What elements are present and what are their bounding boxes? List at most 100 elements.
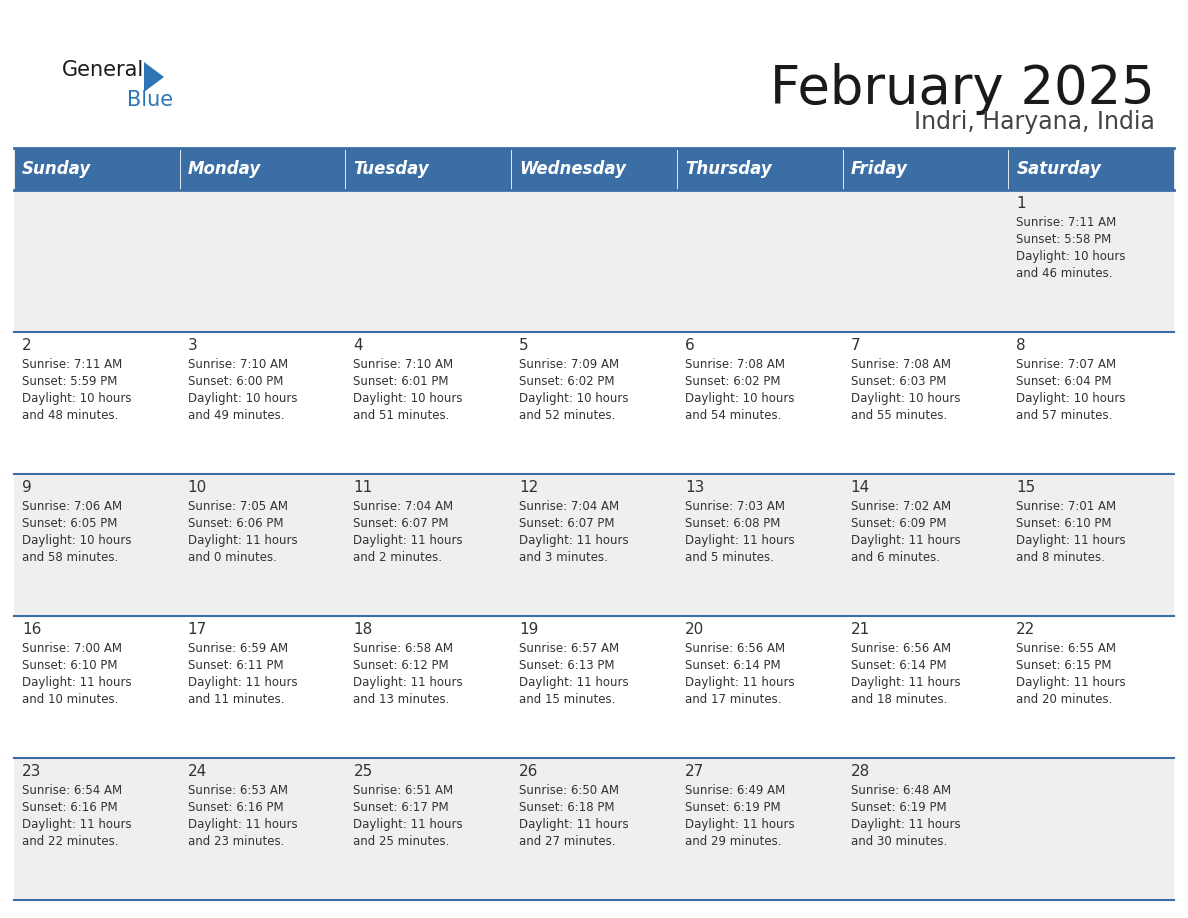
Text: Daylight: 11 hours: Daylight: 11 hours: [519, 534, 628, 547]
Text: Daylight: 10 hours: Daylight: 10 hours: [1016, 250, 1126, 263]
Text: Sunrise: 6:59 AM: Sunrise: 6:59 AM: [188, 642, 287, 655]
Bar: [14, 190, 1174, 332]
Text: Daylight: 11 hours: Daylight: 11 hours: [188, 676, 297, 689]
Text: and 58 minutes.: and 58 minutes.: [23, 551, 119, 564]
Text: Daylight: 11 hours: Daylight: 11 hours: [684, 676, 795, 689]
Text: Monday: Monday: [188, 160, 261, 178]
Text: 12: 12: [519, 480, 538, 495]
Text: 24: 24: [188, 764, 207, 779]
Text: Sunrise: 6:48 AM: Sunrise: 6:48 AM: [851, 784, 950, 797]
Text: and 29 minutes.: and 29 minutes.: [684, 835, 782, 848]
Text: 7: 7: [851, 338, 860, 353]
Bar: [1009, 148, 1174, 190]
Text: Daylight: 10 hours: Daylight: 10 hours: [1016, 392, 1126, 405]
Text: 23: 23: [23, 764, 42, 779]
Text: Daylight: 11 hours: Daylight: 11 hours: [353, 534, 463, 547]
Text: 21: 21: [851, 622, 870, 637]
Text: and 55 minutes.: and 55 minutes.: [851, 409, 947, 422]
Text: Daylight: 10 hours: Daylight: 10 hours: [188, 392, 297, 405]
Text: Sunrise: 7:09 AM: Sunrise: 7:09 AM: [519, 358, 619, 371]
Text: and 8 minutes.: and 8 minutes.: [1016, 551, 1105, 564]
Text: and 23 minutes.: and 23 minutes.: [188, 835, 284, 848]
Text: and 5 minutes.: and 5 minutes.: [684, 551, 773, 564]
Text: Daylight: 11 hours: Daylight: 11 hours: [188, 818, 297, 831]
Text: Sunset: 6:10 PM: Sunset: 6:10 PM: [1016, 517, 1112, 530]
Text: and 3 minutes.: and 3 minutes.: [519, 551, 608, 564]
Text: Daylight: 11 hours: Daylight: 11 hours: [851, 818, 960, 831]
Bar: [14, 148, 179, 190]
Text: Daylight: 11 hours: Daylight: 11 hours: [684, 534, 795, 547]
Text: and 20 minutes.: and 20 minutes.: [1016, 693, 1113, 706]
Text: Sunset: 6:15 PM: Sunset: 6:15 PM: [1016, 659, 1112, 672]
Text: Sunrise: 7:01 AM: Sunrise: 7:01 AM: [1016, 500, 1117, 513]
Text: Daylight: 10 hours: Daylight: 10 hours: [353, 392, 463, 405]
Text: 5: 5: [519, 338, 529, 353]
Text: and 22 minutes.: and 22 minutes.: [23, 835, 119, 848]
Text: and 0 minutes.: and 0 minutes.: [188, 551, 277, 564]
Text: Sunset: 6:12 PM: Sunset: 6:12 PM: [353, 659, 449, 672]
Text: Sunset: 6:02 PM: Sunset: 6:02 PM: [684, 375, 781, 388]
Text: 18: 18: [353, 622, 373, 637]
Text: and 2 minutes.: and 2 minutes.: [353, 551, 442, 564]
Text: Daylight: 10 hours: Daylight: 10 hours: [684, 392, 795, 405]
Text: Sunset: 6:00 PM: Sunset: 6:00 PM: [188, 375, 283, 388]
Text: Sunset: 6:14 PM: Sunset: 6:14 PM: [684, 659, 781, 672]
Text: 10: 10: [188, 480, 207, 495]
Text: and 10 minutes.: and 10 minutes.: [23, 693, 119, 706]
Text: Sunrise: 7:05 AM: Sunrise: 7:05 AM: [188, 500, 287, 513]
Bar: [14, 616, 1174, 758]
Text: 13: 13: [684, 480, 704, 495]
Text: Thursday: Thursday: [684, 160, 772, 178]
Text: 9: 9: [23, 480, 32, 495]
Text: Sunrise: 6:54 AM: Sunrise: 6:54 AM: [23, 784, 122, 797]
Text: Sunset: 5:59 PM: Sunset: 5:59 PM: [23, 375, 118, 388]
Text: Daylight: 11 hours: Daylight: 11 hours: [23, 676, 132, 689]
Text: and 11 minutes.: and 11 minutes.: [188, 693, 284, 706]
Text: Sunrise: 6:51 AM: Sunrise: 6:51 AM: [353, 784, 454, 797]
Text: Blue: Blue: [127, 90, 173, 110]
Text: Sunset: 6:01 PM: Sunset: 6:01 PM: [353, 375, 449, 388]
Text: Sunset: 6:08 PM: Sunset: 6:08 PM: [684, 517, 781, 530]
Text: Tuesday: Tuesday: [353, 160, 429, 178]
Text: and 25 minutes.: and 25 minutes.: [353, 835, 450, 848]
Text: Sunday: Sunday: [23, 160, 91, 178]
Text: and 27 minutes.: and 27 minutes.: [519, 835, 615, 848]
Text: Daylight: 11 hours: Daylight: 11 hours: [684, 818, 795, 831]
Text: Sunset: 6:05 PM: Sunset: 6:05 PM: [23, 517, 118, 530]
Text: Sunrise: 6:50 AM: Sunrise: 6:50 AM: [519, 784, 619, 797]
Text: and 17 minutes.: and 17 minutes.: [684, 693, 782, 706]
Text: Daylight: 11 hours: Daylight: 11 hours: [851, 534, 960, 547]
Text: 19: 19: [519, 622, 538, 637]
Text: Sunset: 6:14 PM: Sunset: 6:14 PM: [851, 659, 946, 672]
Text: Wednesday: Wednesday: [519, 160, 626, 178]
Text: Daylight: 11 hours: Daylight: 11 hours: [1016, 534, 1126, 547]
Text: and 52 minutes.: and 52 minutes.: [519, 409, 615, 422]
Text: and 51 minutes.: and 51 minutes.: [353, 409, 450, 422]
Text: Sunset: 6:17 PM: Sunset: 6:17 PM: [353, 801, 449, 814]
Text: Sunset: 6:18 PM: Sunset: 6:18 PM: [519, 801, 614, 814]
Text: Indri, Haryana, India: Indri, Haryana, India: [914, 110, 1155, 134]
Text: Sunset: 6:19 PM: Sunset: 6:19 PM: [851, 801, 946, 814]
Text: and 48 minutes.: and 48 minutes.: [23, 409, 119, 422]
Polygon shape: [144, 62, 164, 92]
Text: Sunrise: 6:49 AM: Sunrise: 6:49 AM: [684, 784, 785, 797]
Text: 26: 26: [519, 764, 538, 779]
Text: Sunrise: 7:04 AM: Sunrise: 7:04 AM: [519, 500, 619, 513]
Text: Daylight: 11 hours: Daylight: 11 hours: [353, 818, 463, 831]
Text: 27: 27: [684, 764, 704, 779]
Text: Sunset: 6:19 PM: Sunset: 6:19 PM: [684, 801, 781, 814]
Text: Sunset: 6:03 PM: Sunset: 6:03 PM: [851, 375, 946, 388]
Text: Sunrise: 6:55 AM: Sunrise: 6:55 AM: [1016, 642, 1117, 655]
Text: and 49 minutes.: and 49 minutes.: [188, 409, 284, 422]
Text: 11: 11: [353, 480, 373, 495]
Text: Daylight: 11 hours: Daylight: 11 hours: [519, 676, 628, 689]
Text: Daylight: 11 hours: Daylight: 11 hours: [851, 676, 960, 689]
Text: Sunrise: 6:56 AM: Sunrise: 6:56 AM: [851, 642, 950, 655]
Text: February 2025: February 2025: [770, 63, 1155, 115]
Text: Sunrise: 7:10 AM: Sunrise: 7:10 AM: [353, 358, 454, 371]
Text: and 18 minutes.: and 18 minutes.: [851, 693, 947, 706]
Text: Sunrise: 7:10 AM: Sunrise: 7:10 AM: [188, 358, 287, 371]
Text: Daylight: 10 hours: Daylight: 10 hours: [519, 392, 628, 405]
Bar: [14, 758, 1174, 900]
Text: Sunset: 6:07 PM: Sunset: 6:07 PM: [519, 517, 614, 530]
